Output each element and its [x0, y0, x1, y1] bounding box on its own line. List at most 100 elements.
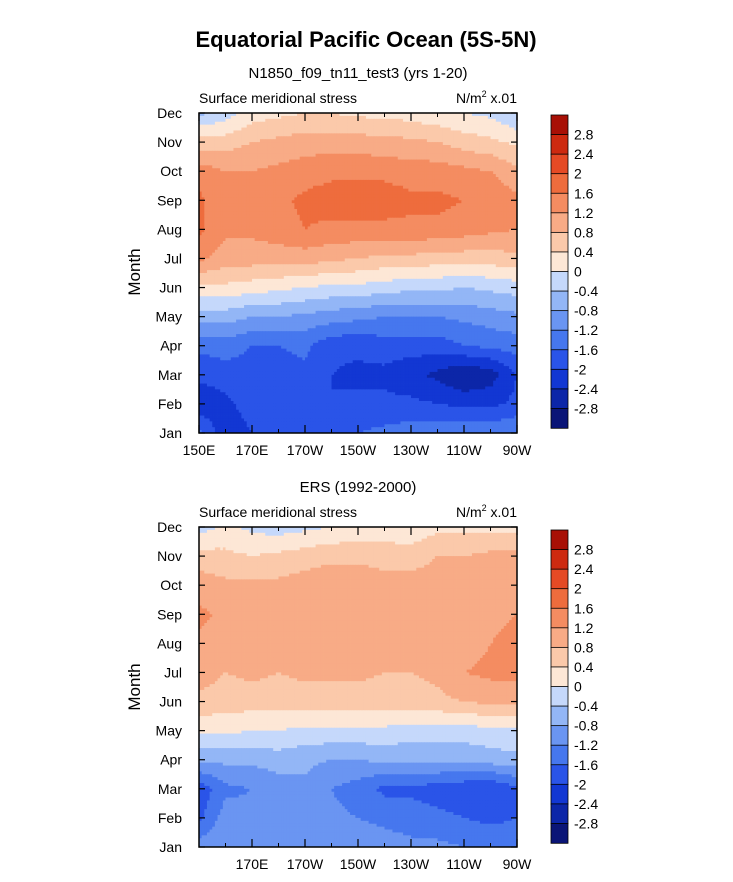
heatmap-cell — [214, 113, 218, 117]
heatmap-cell — [487, 211, 491, 216]
heatmap-cell — [384, 159, 388, 163]
heatmap-cell — [389, 200, 393, 204]
heatmap-cell — [315, 203, 319, 207]
heatmap-cell — [456, 209, 460, 213]
heatmap-cell — [392, 153, 396, 158]
heatmap-cell — [424, 147, 428, 152]
heatmap-cell — [307, 179, 311, 184]
heatmap-cell — [328, 153, 332, 158]
heatmap-cell — [320, 145, 324, 149]
heatmap-cell — [199, 124, 203, 128]
heatmap-cell — [493, 136, 497, 140]
heatmap-cell — [506, 177, 510, 181]
heatmap-cell — [236, 121, 240, 126]
heatmap-cell — [254, 188, 258, 192]
heatmap-cell — [440, 113, 444, 117]
heatmap-cell — [387, 127, 391, 131]
heatmap-cell — [270, 203, 274, 207]
heatmap-cell — [474, 185, 478, 190]
heatmap-cell — [506, 185, 510, 190]
heatmap-cell — [236, 232, 240, 236]
heatmap-cell — [437, 156, 441, 160]
heatmap-cell — [411, 214, 415, 219]
heatmap-cell — [249, 177, 253, 181]
heatmap-cell — [278, 145, 282, 149]
heatmap-cell — [464, 206, 468, 210]
heatmap-cell — [310, 124, 314, 128]
heatmap-cell — [336, 153, 340, 158]
heatmap-cell — [453, 113, 457, 117]
heatmap-cell — [328, 147, 332, 152]
heatmap-cell — [445, 121, 449, 126]
heatmap-cell — [392, 229, 396, 233]
heatmap-cell — [201, 182, 205, 187]
heatmap-cell — [448, 159, 452, 163]
heatmap-cell — [403, 150, 407, 155]
heatmap-cell — [498, 177, 502, 181]
heatmap-cell — [395, 156, 399, 160]
heatmap-cell — [503, 217, 507, 222]
heatmap-cell — [259, 191, 263, 195]
heatmap-cell — [315, 142, 319, 146]
heatmap-cell — [416, 194, 420, 198]
heatmap-cell — [485, 121, 489, 126]
heatmap-cell — [230, 121, 234, 126]
heatmap-cell — [448, 174, 452, 178]
heatmap-cell — [302, 174, 306, 178]
heatmap-cell — [471, 197, 475, 201]
heatmap-cell — [477, 191, 481, 195]
heatmap-cell — [315, 232, 319, 236]
heatmap-cell — [355, 174, 359, 178]
heatmap-cell — [206, 145, 210, 149]
heatmap-cell — [392, 188, 396, 192]
heatmap-cell — [511, 194, 515, 198]
heatmap-cell — [342, 223, 346, 227]
heatmap-cell — [323, 127, 327, 131]
heatmap-cell — [371, 188, 375, 192]
heatmap-cell — [312, 124, 316, 128]
heatmap-cell — [344, 165, 348, 169]
heatmap-cell — [429, 200, 433, 204]
heatmap-cell — [387, 194, 391, 198]
heatmap-cell — [299, 168, 303, 172]
heatmap-cell — [252, 153, 256, 158]
heatmap-cell — [270, 127, 274, 131]
heatmap-cell — [209, 113, 213, 117]
heatmap-cell — [222, 130, 226, 134]
heatmap-cell — [246, 118, 250, 123]
heatmap-cell — [259, 214, 263, 219]
heatmap-cell — [503, 220, 507, 224]
heatmap-cell — [270, 115, 274, 120]
heatmap-cell — [297, 179, 301, 184]
heatmap-cell — [482, 153, 486, 158]
heatmap-cell — [334, 115, 338, 120]
heatmap-cell — [265, 177, 269, 181]
heatmap-cell — [360, 124, 364, 128]
heatmap-cell — [220, 118, 224, 123]
heatmap-cell — [252, 142, 256, 146]
heatmap-cell — [342, 197, 346, 201]
heatmap-cell — [326, 209, 330, 213]
heatmap-cell — [347, 121, 351, 126]
heatmap-cell — [228, 214, 232, 219]
heatmap-cell — [238, 115, 242, 120]
heatmap-cell — [204, 214, 208, 219]
heatmap-cell — [347, 139, 351, 143]
heatmap-cell — [323, 171, 327, 175]
heatmap-cell — [474, 130, 478, 134]
heatmap-cell — [312, 177, 316, 181]
heatmap-cell — [257, 200, 261, 204]
heatmap-cell — [437, 171, 441, 175]
heatmap-cell — [381, 232, 385, 236]
heatmap-cell — [477, 203, 481, 207]
heatmap-cell — [281, 217, 285, 222]
heatmap-cell — [318, 133, 322, 137]
heatmap-cell — [241, 133, 245, 137]
heatmap-cell — [461, 124, 465, 128]
heatmap-cell — [440, 188, 444, 192]
heatmap-cell — [490, 226, 494, 230]
heatmap-cell — [395, 162, 399, 166]
heatmap-cell — [204, 217, 208, 222]
heatmap-cell — [262, 211, 266, 216]
heatmap-cell — [281, 223, 285, 227]
